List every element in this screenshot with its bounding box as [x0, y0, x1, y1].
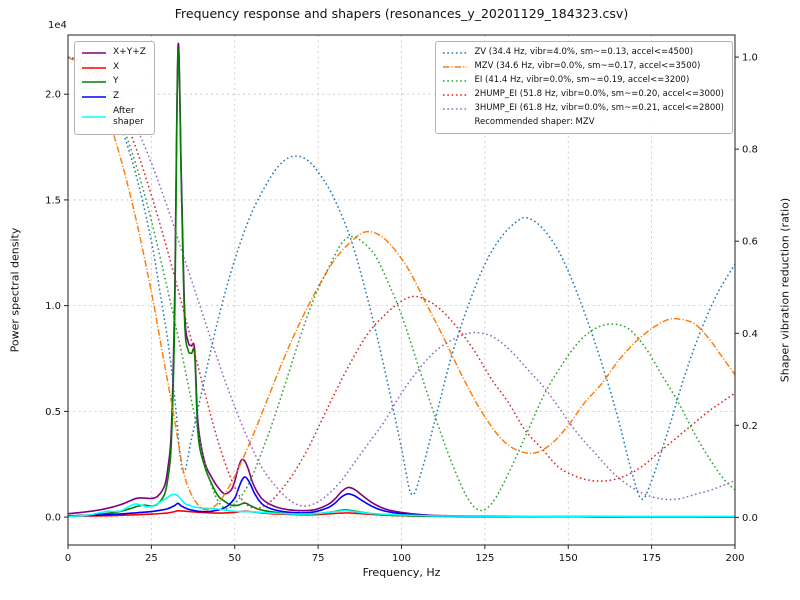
legend-item-psd: X: [81, 62, 146, 74]
legend-label: ZV (34.4 Hz, vibr=4.0%, sm~=0.13, accel<…: [474, 47, 694, 57]
y-tick-label-right: 1.0: [742, 53, 758, 64]
shaper-curve-ei: [68, 56, 735, 512]
y-tick-label-left: 0.5: [45, 407, 61, 418]
legend-swatch: [82, 96, 106, 98]
x-tick-label: 50: [228, 553, 241, 564]
x-tick-label: 0: [65, 553, 71, 564]
y-tick-label-left: 1.0: [45, 301, 61, 312]
right-y-axis-label: Shaper vibration reduction (ratio): [778, 197, 792, 383]
x-tick-label: 100: [392, 553, 411, 564]
ticks: [64, 56, 739, 549]
legend-swatch: [443, 107, 468, 110]
left-y-axis-label: Power spectral density: [8, 227, 22, 353]
y-tick-label-left: 1.5: [45, 195, 61, 206]
legend-item-psd: After shaper: [81, 106, 146, 129]
legend-swatch: [82, 66, 106, 69]
y-tick-label-right: 0.6: [742, 237, 758, 248]
y-tick-label-left: 2.0: [45, 90, 61, 101]
shaper-curve-2hump_ei: [68, 56, 735, 510]
shaper-curve-zv: [68, 56, 735, 500]
x-tick-label: 25: [145, 553, 158, 564]
psd-curve-x-y-z: [68, 42, 735, 518]
recommended-shaper-note: Recommended shaper: MZV: [442, 117, 724, 128]
x-tick-label: 125: [475, 553, 494, 564]
legend-item-psd: Z: [81, 91, 146, 103]
legend-label: EI (41.4 Hz, vibr=0.0%, sm~=0.19, accel<…: [474, 75, 690, 86]
left-axis-offset-label: 1e4: [48, 20, 67, 31]
y-tick-label-right: 0.8: [742, 145, 758, 156]
x-tick-label: 75: [312, 553, 325, 564]
legend-label: After shaper: [113, 105, 144, 128]
legend-label: Z: [113, 91, 120, 102]
y-tick-label-right: 0.4: [742, 329, 758, 340]
legend-swatch: [82, 52, 106, 54]
legend-item-shaper: MZV (34.6 Hz, vibr=0.0%, sm~=0.17, accel…: [442, 61, 724, 72]
curves: [68, 42, 735, 518]
legend-item-psd: X+Y+Z: [81, 47, 146, 59]
x-tick-label: 200: [725, 553, 744, 564]
legend-item-shaper: EI (41.4 Hz, vibr=0.0%, sm~=0.19, accel<…: [442, 75, 724, 86]
y-tick-label-right: 0.2: [742, 421, 758, 432]
x-tick-label: 150: [559, 553, 578, 564]
legend-swatch: [82, 116, 106, 119]
tick-labels: 0 25 50 75 100 125 150 175 200 0.0 0.5 1.0 1.5 2.0 0.0…: [45, 53, 758, 564]
psd-curve-after-shaper: [68, 493, 735, 518]
legend-item-shaper: ZV (34.4 Hz, vibr=4.0%, sm~=0.13, accel<…: [442, 47, 724, 58]
psd-legend: X+Y+Z X Y Z After shaper: [74, 41, 155, 136]
psd-curve-z: [68, 476, 735, 518]
legend-label: 2HUMP_EI (51.8 Hz, vibr=0.0%, sm~=0.20, …: [474, 89, 724, 100]
legend-label: X+Y+Z: [113, 47, 146, 57]
legend-swatch: [443, 79, 468, 82]
legend-swatch: [82, 81, 106, 84]
legend-item-shaper: 3HUMP_EI (61.8 Hz, vibr=0.0%, sm~=0.21, …: [442, 103, 724, 114]
legend-item-psd: Y: [81, 76, 146, 88]
legend-item-shaper: 2HUMP_EI (51.8 Hz, vibr=0.0%, sm~=0.20, …: [442, 89, 724, 100]
legend-swatch: [443, 93, 468, 96]
legend-label: 3HUMP_EI (61.8 Hz, vibr=0.0%, sm~=0.21, …: [474, 103, 724, 114]
chart-title: Frequency response and shapers (resonanc…: [174, 6, 629, 21]
y-tick-label-right: 0.0: [742, 513, 758, 524]
shaper-legend: ZV (34.4 Hz, vibr=4.0%, sm~=0.13, accel<…: [435, 41, 733, 135]
legend-label: MZV (34.6 Hz, vibr=0.0%, sm~=0.17, accel…: [474, 61, 701, 72]
legend-swatch: [443, 51, 468, 54]
x-axis-label: Frequency, Hz: [362, 566, 441, 579]
x-tick-label: 175: [642, 553, 661, 564]
legend-label: Y: [113, 76, 119, 87]
legend-swatch-spacer: [442, 122, 468, 123]
legend-swatch: [443, 65, 468, 68]
legend-label: Recommended shaper: MZV: [474, 117, 595, 128]
y-tick-label-left: 0.0: [45, 513, 61, 524]
legend-label: X: [113, 61, 120, 72]
